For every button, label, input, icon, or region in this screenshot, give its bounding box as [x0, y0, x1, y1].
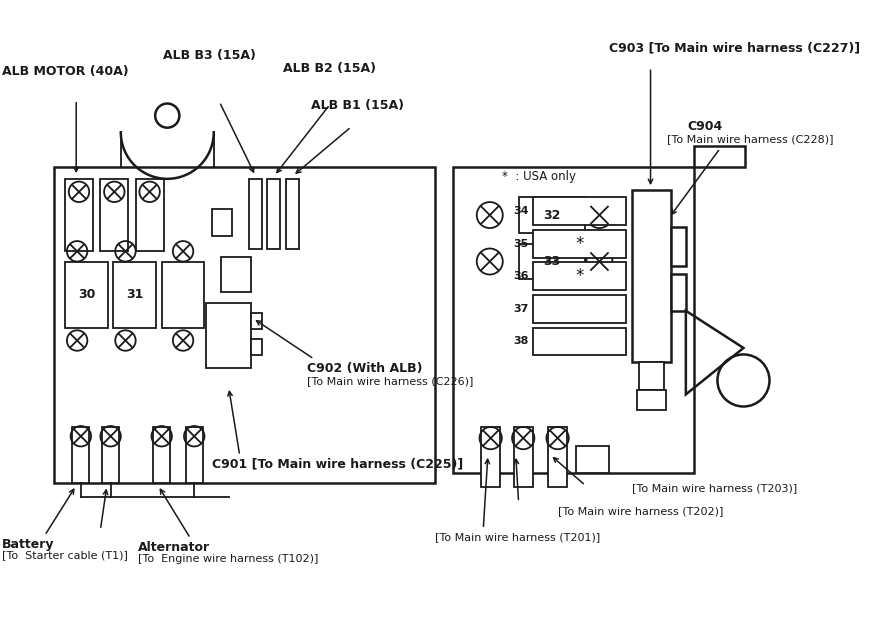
Text: Alternator: Alternator — [138, 541, 210, 554]
Text: C902 (With ALB): C902 (With ALB) — [306, 362, 422, 375]
Bar — [481, 427, 500, 487]
Bar — [54, 167, 435, 483]
Bar — [161, 263, 204, 327]
Bar — [636, 390, 667, 410]
Bar — [65, 263, 108, 327]
Bar — [533, 327, 626, 356]
Text: [To  Starter cable (T1)]: [To Starter cable (T1)] — [2, 551, 128, 560]
Text: 31: 31 — [126, 288, 143, 302]
Text: ALB B2 (15A): ALB B2 (15A) — [283, 62, 376, 74]
Bar — [211, 209, 232, 236]
Text: 37: 37 — [513, 304, 529, 314]
Text: *: * — [576, 267, 584, 286]
Text: *: * — [576, 235, 584, 253]
Bar — [519, 197, 585, 232]
Text: Battery: Battery — [2, 539, 55, 551]
Text: 36: 36 — [513, 272, 529, 281]
Text: C901 [To Main wire harness (C225)]: C901 [To Main wire harness (C225)] — [211, 458, 463, 471]
Bar — [185, 427, 202, 483]
Bar — [73, 427, 90, 483]
Bar — [102, 427, 119, 483]
Text: C904: C904 — [688, 120, 723, 134]
Bar — [135, 179, 164, 251]
Text: [To Main wire harness (C228)]: [To Main wire harness (C228)] — [668, 134, 834, 144]
Text: 33: 33 — [543, 255, 561, 268]
Bar — [533, 295, 626, 323]
Bar — [548, 427, 567, 487]
Bar — [286, 179, 299, 248]
Text: [To Main wire harness (T203)]: [To Main wire harness (T203)] — [632, 483, 797, 492]
Text: 35: 35 — [513, 239, 529, 249]
Bar — [153, 427, 170, 483]
Text: *  : USA only: * : USA only — [502, 169, 576, 182]
Text: ALB B3 (15A): ALB B3 (15A) — [163, 49, 255, 62]
Text: 38: 38 — [513, 336, 529, 347]
Text: 30: 30 — [78, 288, 95, 302]
Bar — [267, 179, 280, 248]
Text: 34: 34 — [513, 206, 529, 216]
Bar — [640, 362, 664, 390]
Text: ALB MOTOR (40A): ALB MOTOR (40A) — [2, 64, 128, 78]
Bar — [632, 190, 671, 362]
Text: [To Main wire harness (T201)]: [To Main wire harness (T201)] — [435, 532, 600, 542]
Bar — [114, 263, 156, 327]
Bar — [249, 179, 262, 248]
Bar — [452, 167, 694, 473]
Text: [To  Engine wire harness (T102)]: [To Engine wire harness (T102)] — [138, 554, 318, 564]
Bar — [251, 313, 262, 329]
Bar — [576, 446, 608, 473]
Bar — [694, 146, 745, 167]
Text: 32: 32 — [543, 209, 561, 221]
Text: C903 [To Main wire harness (C227)]: C903 [To Main wire harness (C227)] — [608, 41, 860, 55]
Text: [To Main wire harness (T202)]: [To Main wire harness (T202)] — [557, 506, 723, 516]
Text: ALB B1 (15A): ALB B1 (15A) — [311, 99, 404, 112]
Bar — [533, 230, 626, 258]
Bar — [206, 303, 251, 369]
Bar — [671, 227, 685, 266]
Bar — [100, 179, 128, 251]
Bar — [533, 197, 626, 225]
Bar — [514, 427, 532, 487]
Bar — [671, 273, 685, 311]
Bar — [251, 339, 262, 356]
Bar — [65, 179, 93, 251]
Text: [To Main wire harness (C226)]: [To Main wire harness (C226)] — [306, 376, 473, 386]
Bar — [221, 257, 251, 292]
Bar — [533, 263, 626, 290]
Bar — [519, 244, 585, 279]
